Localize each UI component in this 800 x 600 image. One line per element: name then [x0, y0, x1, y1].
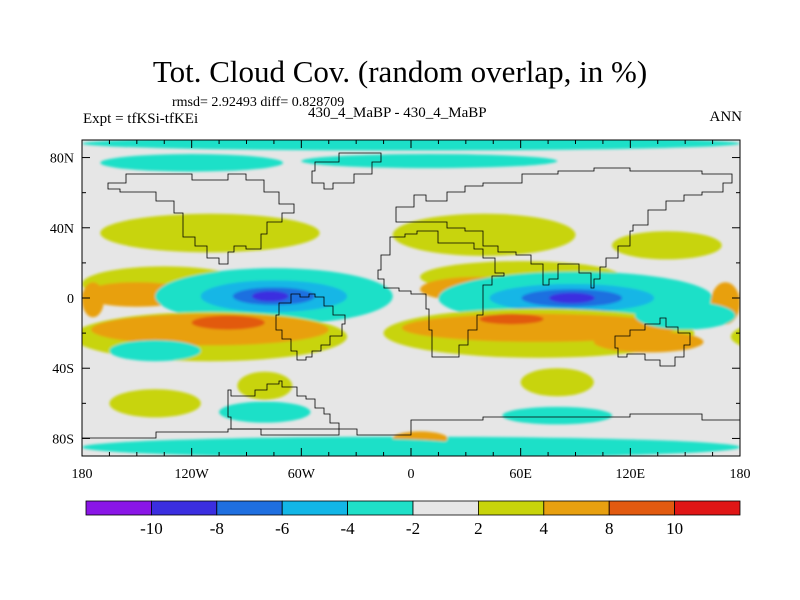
axes: 180 120W 60W 0 60E 120E 180 80N 40N 0 40S 80S — [50, 140, 751, 482]
coastlines — [82, 152, 740, 456]
colorbar-swatch — [347, 500, 414, 516]
coastline-5 — [107, 173, 295, 265]
colorbar-label: 4 — [540, 519, 549, 538]
y-tick-label: 80N — [50, 152, 74, 167]
field-nh-yellow-pacific — [612, 231, 722, 260]
x-tick-label: 180 — [72, 467, 93, 482]
field-s-yellow-west-wrap — [730, 327, 740, 346]
colorbar-label: -2 — [406, 519, 420, 538]
field-eq-darkblue-west — [251, 290, 289, 302]
x-tick-label: 60E — [509, 467, 532, 482]
field-sh-yellow-1 — [237, 371, 293, 400]
y-tick-label: 80S — [52, 432, 74, 447]
field-sh-cyan-east — [634, 301, 736, 330]
field-s-red-east — [479, 313, 544, 325]
x-tick-label: 120W — [175, 467, 210, 482]
colorbar-label: 2 — [474, 519, 483, 538]
field-sh-cyan-south — [246, 438, 466, 453]
coastline-4 — [311, 152, 382, 190]
season-label: ANN — [709, 109, 743, 125]
field-sh-yellow-2 — [520, 368, 594, 397]
colorbar-label: -8 — [210, 519, 224, 538]
field-s-red-west — [191, 315, 265, 330]
colorbar-label: 8 — [605, 519, 614, 538]
colorbar-label: -6 — [275, 519, 289, 538]
x-tick-label: 0 — [408, 467, 415, 482]
x-tick-label: 120E — [616, 467, 646, 482]
case-label: 430_4_MaBP - 430_4_MaBP — [308, 105, 487, 121]
colorbar: -10 -8 -6 -4 -2 2 4 8 10 — [85, 500, 741, 538]
colorbar-swatch — [216, 500, 283, 516]
y-tick-label: 0 — [67, 292, 74, 307]
colorbar-label: -10 — [140, 519, 163, 538]
field-sh-cyan-mid2 — [502, 406, 613, 425]
field-sh-yellow-3 — [109, 389, 201, 418]
field-far-west-orange — [82, 282, 104, 318]
field-se-orange-strip — [593, 331, 704, 353]
colorbar-swatch — [543, 500, 610, 516]
coastline-6 — [395, 167, 733, 289]
coastline-3 — [614, 317, 691, 367]
coastline-7 — [82, 413, 740, 456]
stats-text: rmsd= 2.92493 diff= 0.828709 — [172, 95, 345, 110]
field-north-band-mid — [301, 154, 558, 169]
colorbar-swatch — [477, 500, 545, 516]
field-n-orange-west-wrap — [740, 282, 800, 307]
colorbar-swatch — [412, 500, 479, 516]
chart-title: Tot. Cloud Cov. (random overlap, in %) — [152, 54, 648, 89]
coastline-1 — [275, 293, 346, 361]
field-nh-yellow-west — [100, 213, 320, 253]
colorbar-label: 10 — [666, 519, 683, 538]
field-s-orange-west — [91, 313, 329, 346]
x-tick-label: 180 — [730, 467, 751, 482]
y-tick-label: 40S — [52, 362, 74, 377]
field-sh-cyan-west — [109, 340, 201, 362]
colorbar-swatch — [281, 500, 349, 516]
colorbar-swatch — [85, 500, 152, 516]
colorbar-swatch — [150, 500, 218, 516]
field-nh-yellow-east — [392, 213, 576, 256]
field-north-band-west — [100, 154, 284, 172]
coastline-2 — [377, 230, 505, 358]
field-s-orange-east — [401, 313, 677, 342]
y-tick-label: 40N — [50, 222, 74, 237]
field-eq-darkblue-east — [548, 292, 595, 304]
experiment-label: Expt = tfKSi-tfKEi — [83, 111, 199, 127]
x-tick-label: 60W — [288, 467, 316, 482]
field-sh-cyan-mid — [219, 401, 311, 423]
cloud-anomaly-field — [82, 140, 800, 456]
colorbar-label: -4 — [341, 519, 356, 538]
colorbar-swatch — [608, 500, 676, 516]
colorbar-swatch — [674, 500, 741, 516]
